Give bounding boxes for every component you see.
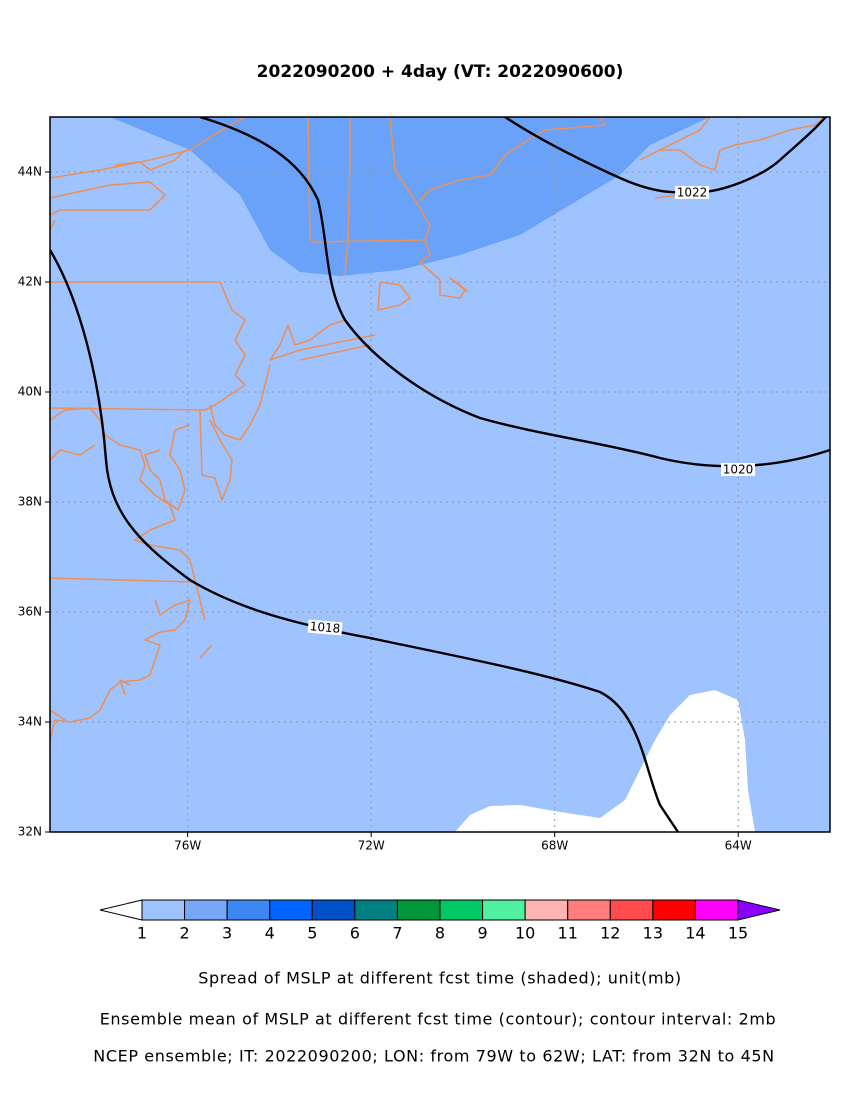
colorbar: 1 2 3 4 5 6 7 8 9 10 11 12 13 14 15 <box>99 899 781 943</box>
coastline <box>659 117 711 151</box>
colorbar-box <box>226 899 271 921</box>
coastline <box>50 281 246 411</box>
contour-label-box <box>675 186 709 199</box>
y-tick-label: 38N <box>18 495 42 509</box>
coastline <box>144 424 191 511</box>
colorbar-box <box>567 899 611 921</box>
colorbar-box <box>269 899 313 921</box>
colorbar-label: 10 <box>515 924 535 943</box>
colorbar-box <box>609 899 654 921</box>
colorbar-label: 5 <box>307 924 317 943</box>
coastline <box>50 219 56 231</box>
colorbar-label: 13 <box>643 924 663 943</box>
coastline <box>50 709 66 721</box>
y-tick-label: 36N <box>18 605 42 619</box>
colorbar-label: 2 <box>179 924 189 943</box>
y-tick-label: 42N <box>18 275 42 289</box>
colorbar-box <box>652 899 696 921</box>
coastline <box>269 319 376 361</box>
contour-label: 1020 <box>723 463 754 477</box>
contour-label: 1022 <box>677 186 708 200</box>
coastline <box>639 117 826 171</box>
colorbar-box <box>482 899 526 921</box>
coastline <box>419 117 606 201</box>
y-tick-label: 40N <box>18 385 42 399</box>
colorbar-box <box>141 899 186 921</box>
coastline <box>50 407 206 621</box>
coastlines <box>50 117 826 741</box>
y-tick-label: 34N <box>18 715 42 729</box>
colorbar-box <box>354 899 398 921</box>
contour-label: 1018 <box>309 619 341 636</box>
colorbar-box <box>311 899 356 921</box>
colorbar-label: 1 <box>137 924 147 943</box>
shading-gap <box>455 690 755 832</box>
colorbar-arrow <box>737 899 781 921</box>
colorbar-label: 12 <box>600 924 620 943</box>
caption: Ensemble mean of MSLP at different fcst … <box>100 1010 777 1029</box>
coastline <box>50 181 166 216</box>
colorbar-label: 6 <box>350 924 360 943</box>
colorbar-label: 14 <box>685 924 705 943</box>
colorbar-box <box>694 899 739 921</box>
map-frame <box>49 116 831 833</box>
colorbar-arrow <box>99 899 143 921</box>
colorbar-box <box>184 899 228 921</box>
contour-label-box <box>721 463 755 476</box>
coastline <box>50 444 96 461</box>
coastline <box>307 117 431 243</box>
coastline <box>419 239 469 299</box>
coastline <box>50 117 246 179</box>
colorbar-label: 11 <box>558 924 578 943</box>
coastline <box>299 344 371 361</box>
coastline <box>119 679 131 696</box>
colorbar-label: 7 <box>392 924 402 943</box>
contour-line <box>50 249 680 832</box>
coastline <box>344 117 351 276</box>
x-tick-label: 64W <box>725 839 752 853</box>
map-area: 1022 1020 1018 <box>50 117 830 832</box>
colorbar-box <box>396 899 441 921</box>
chart-title: 2022090200 + 4day (VT: 2022090600) <box>257 62 624 82</box>
colorbar-label: 4 <box>265 924 275 943</box>
y-tick-label: 32N <box>18 825 42 839</box>
contour-line <box>199 117 830 468</box>
colorbar-label: 3 <box>222 924 232 943</box>
coastline <box>114 149 186 171</box>
x-tick-label: 68W <box>541 839 568 853</box>
coastline <box>199 409 233 501</box>
caption: NCEP ensemble; IT: 2022090200; LON: from… <box>93 1047 774 1066</box>
shading-region <box>110 117 710 276</box>
coastline <box>209 364 271 441</box>
colorbar-box <box>524 899 569 921</box>
colorbar-label: 9 <box>477 924 487 943</box>
colorbar-label: 8 <box>435 924 445 943</box>
coastline <box>50 599 191 741</box>
caption: Spread of MSLP at different fcst time (s… <box>198 969 682 988</box>
colorbar-box <box>439 899 484 921</box>
x-tick-label: 72W <box>358 839 385 853</box>
coastline <box>377 281 411 311</box>
coastline <box>199 644 213 659</box>
axis-ticks: 76W 72W 68W 64W 32N 34N 36N 38N 40N 42N 44N <box>18 165 752 853</box>
y-tick-label: 44N <box>18 165 42 179</box>
contour-label-box <box>307 619 343 636</box>
coastline <box>50 577 196 583</box>
x-tick-label: 76W <box>174 839 201 853</box>
colorbar-label: 15 <box>728 924 748 943</box>
